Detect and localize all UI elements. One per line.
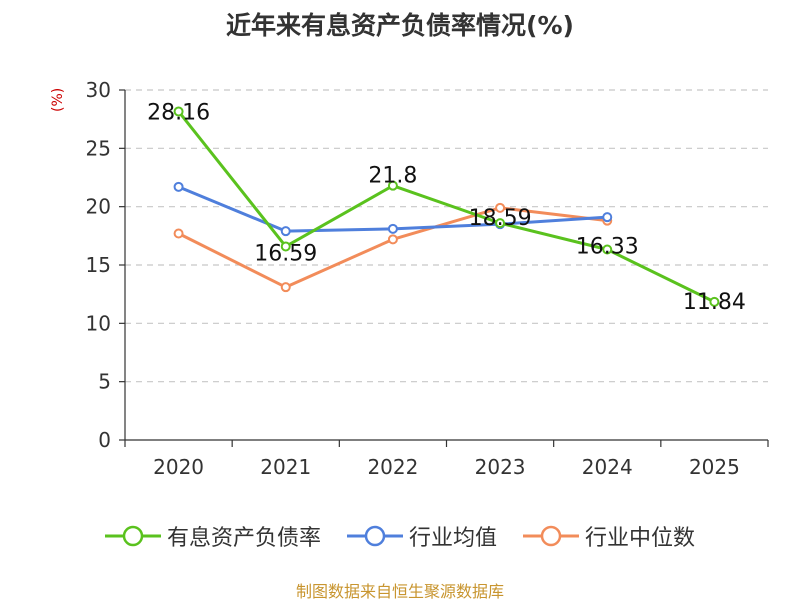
data-point xyxy=(602,212,613,223)
legend-item-3[interactable]: 行业中位数 xyxy=(523,520,695,552)
legend-item-1[interactable]: 有息资产负债率 xyxy=(104,520,321,552)
series-line-1 xyxy=(177,110,716,304)
y-tick-label: 0 xyxy=(98,428,111,452)
data-point xyxy=(387,180,398,191)
legend-label: 行业均值 xyxy=(408,526,497,551)
data-point xyxy=(495,202,506,213)
data-label: 11.84 xyxy=(683,290,746,315)
y-tick-label: 30 xyxy=(86,78,111,102)
series-line-3 xyxy=(177,206,608,289)
data-point xyxy=(387,223,398,234)
x-tick-label: 2021 xyxy=(260,455,311,479)
y-tick-label: 5 xyxy=(98,370,111,394)
y-tick-label: 15 xyxy=(86,253,111,277)
data-label: 18.59 xyxy=(469,206,532,231)
legend-item-2[interactable]: 行业均值 xyxy=(346,520,497,552)
chart-title: 近年来有息资产负债率情况(%) xyxy=(226,11,574,40)
data-label: 21.8 xyxy=(368,164,417,189)
data-label: 16.59 xyxy=(254,241,317,266)
y-tick-label: 25 xyxy=(86,136,111,160)
source-footnote: 制图数据来自恒生聚源数据库 xyxy=(295,582,504,601)
legend-label: 有息资产负债率 xyxy=(166,526,321,551)
data-point xyxy=(173,181,184,192)
data-point xyxy=(602,244,613,255)
data-point xyxy=(173,106,184,117)
x-tick-label: 2020 xyxy=(153,455,204,479)
x-tick-label: 2024 xyxy=(582,455,633,479)
legend-label: 行业中位数 xyxy=(585,526,696,551)
legend-line-marker-icon xyxy=(346,525,403,547)
data-point xyxy=(495,218,506,229)
data-label: 28.16 xyxy=(147,100,210,125)
data-point xyxy=(387,234,398,245)
data-point xyxy=(709,296,720,307)
x-tick-label: 2025 xyxy=(689,455,740,479)
data-point xyxy=(280,282,291,293)
data-point xyxy=(280,241,291,252)
data-point xyxy=(173,228,184,239)
legend-line-marker-icon xyxy=(523,525,579,547)
y-tick-label: 10 xyxy=(86,311,111,335)
chart-legend: 有息资产负债率 行业均值 行业中位数 xyxy=(0,520,800,552)
y-tick-label: 20 xyxy=(86,195,111,219)
legend-line-marker-icon xyxy=(104,525,161,547)
x-tick-label: 2023 xyxy=(475,455,526,479)
data-label: 16.33 xyxy=(576,234,639,259)
x-tick-label: 2022 xyxy=(367,455,418,479)
data-point xyxy=(280,226,291,237)
